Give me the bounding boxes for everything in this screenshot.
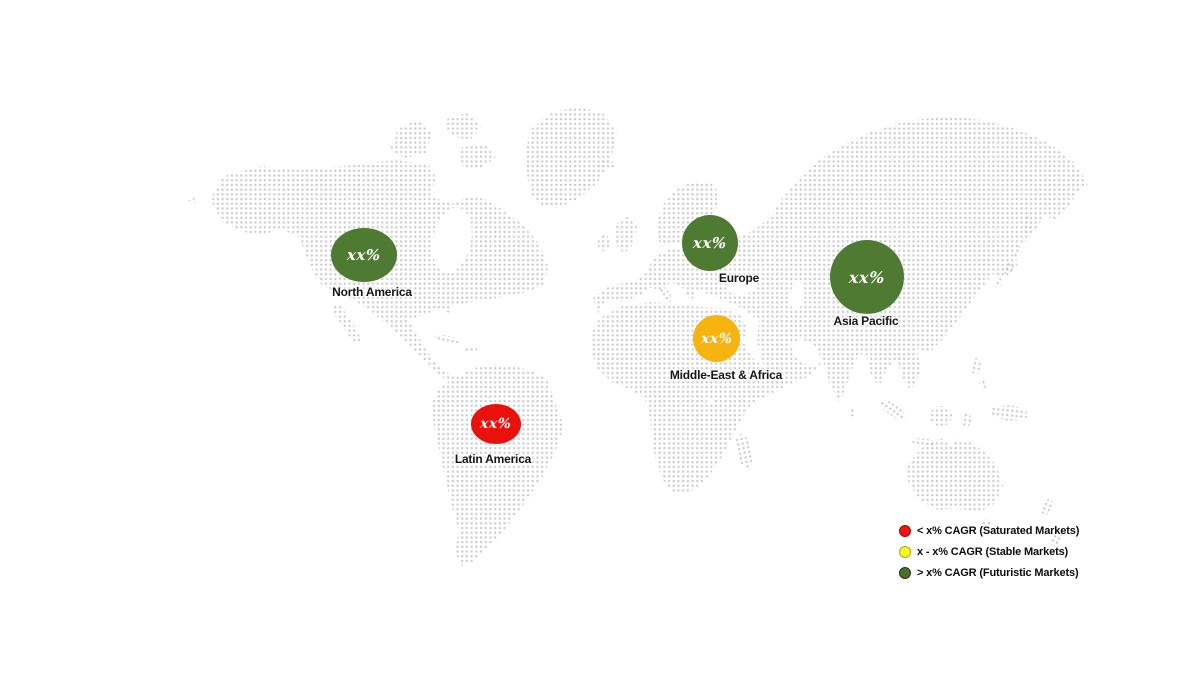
region-value: xx% bbox=[848, 267, 886, 287]
arctic-islands-1 bbox=[390, 120, 432, 158]
sea-black bbox=[726, 279, 758, 295]
sumatra bbox=[880, 400, 906, 420]
new-zealand-north bbox=[1041, 498, 1053, 516]
island-west-alaska bbox=[188, 198, 198, 204]
baja-peninsula bbox=[331, 302, 362, 343]
region-label-latin-america: Latin America bbox=[454, 452, 532, 466]
region-value: xx% bbox=[479, 416, 513, 432]
ireland bbox=[597, 235, 611, 251]
sea-hudson-bay bbox=[432, 207, 472, 273]
legend-label: x - x% CAGR (Stable Markets) bbox=[917, 545, 1069, 558]
region-bubble-middle-east-africa: xx% bbox=[693, 315, 740, 362]
legend-label: < x% CAGR (Saturated Markets) bbox=[917, 524, 1080, 537]
stable-markets-swatch bbox=[899, 545, 911, 558]
region-bubble-latin-america: xx% bbox=[471, 404, 521, 444]
futuristic-markets-swatch bbox=[899, 566, 911, 579]
region-bubble-north-america: xx% bbox=[331, 228, 397, 282]
continent-south-america bbox=[432, 364, 564, 566]
arctic-islands-2 bbox=[444, 112, 482, 140]
scandinavia bbox=[656, 181, 721, 246]
legend-label: > x% CAGR (Futuristic Markets) bbox=[917, 566, 1079, 579]
region-label-middle-east-africa: Middle-East & Africa bbox=[669, 368, 783, 382]
sakhalin bbox=[1024, 212, 1032, 236]
region-label-asia-pacific: Asia Pacific bbox=[833, 314, 899, 328]
region-bubble-europe: xx% bbox=[682, 215, 738, 271]
region-value: xx% bbox=[700, 330, 733, 347]
new-guinea bbox=[990, 405, 1028, 421]
continent-australia bbox=[905, 438, 1003, 512]
hispaniola bbox=[465, 346, 477, 352]
cagr-legend: < x% CAGR (Saturated Markets) x - x% CAG… bbox=[899, 524, 1079, 587]
japan-3 bbox=[995, 278, 1003, 288]
continent-africa bbox=[590, 302, 784, 494]
sea-persian-gulf bbox=[795, 347, 811, 357]
arctic-islands-3 bbox=[458, 144, 496, 170]
region-value: xx% bbox=[346, 246, 382, 264]
region-value: xx% bbox=[692, 234, 728, 252]
new-zealand-south bbox=[1051, 528, 1063, 548]
sulawesi bbox=[960, 412, 972, 428]
saturated-markets-swatch bbox=[899, 524, 911, 537]
lake-victoria bbox=[707, 398, 713, 404]
sri-lanka bbox=[848, 407, 856, 417]
madagascar bbox=[735, 434, 753, 468]
region-label-europe: Europe bbox=[718, 271, 760, 285]
japan-2 bbox=[1004, 261, 1014, 275]
iceland bbox=[597, 160, 615, 170]
legend-row-saturated: < x% CAGR (Saturated Markets) bbox=[899, 524, 1079, 537]
legend-row-futuristic: > x% CAGR (Futuristic Markets) bbox=[899, 566, 1079, 579]
italy bbox=[659, 285, 673, 303]
philippines-2 bbox=[979, 379, 987, 389]
greenland bbox=[524, 107, 617, 208]
cuba bbox=[434, 334, 460, 344]
great-britain bbox=[614, 216, 637, 254]
philippines-1 bbox=[971, 358, 981, 374]
region-bubble-asia-pacific: xx% bbox=[830, 240, 904, 314]
sea-caspian bbox=[789, 282, 805, 310]
tasmania bbox=[981, 519, 991, 529]
region-label-north-america: North America bbox=[332, 285, 412, 299]
japan-1 bbox=[1012, 246, 1022, 258]
legend-row-stable: x - x% CAGR (Stable Markets) bbox=[899, 545, 1079, 558]
borneo bbox=[930, 406, 952, 426]
